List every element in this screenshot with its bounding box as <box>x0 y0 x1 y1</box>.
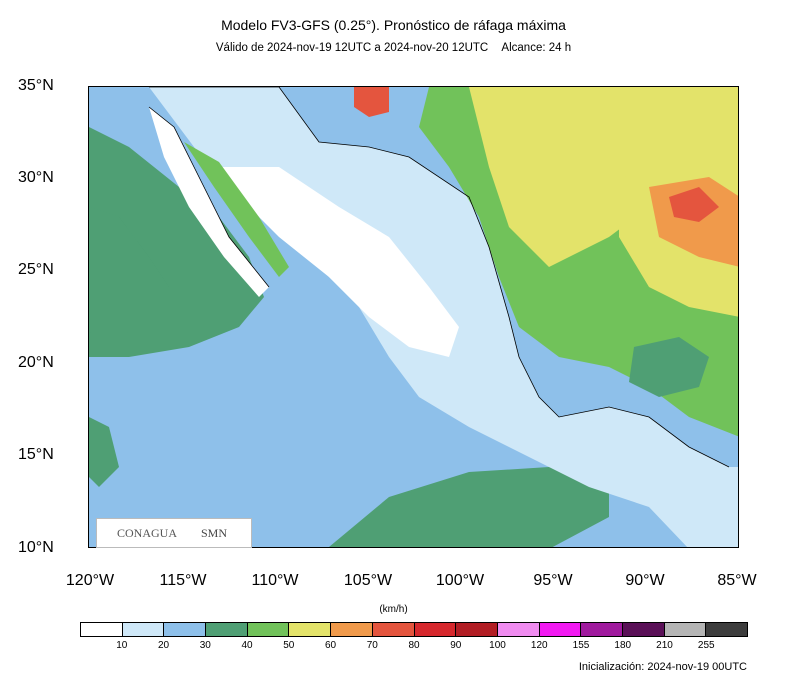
colorbar-label: 120 <box>530 640 548 651</box>
north-red-zone <box>354 87 389 117</box>
lat-tick: 35°N <box>18 77 54 94</box>
colorbar-swatch <box>706 623 747 636</box>
lat-tick: 25°N <box>18 261 54 278</box>
colorbar-swatch <box>497 623 540 636</box>
colorbar-label: 210 <box>656 640 673 651</box>
colorbar-swatch <box>122 623 165 636</box>
lat-tick: 30°N <box>18 169 54 186</box>
colorbar-swatch <box>331 623 373 636</box>
colorbar-label: 90 <box>450 640 462 651</box>
chart-title: Modelo FV3-GFS (0.25°). Pronóstico de rá… <box>221 17 566 33</box>
lon-tick: 95°W <box>533 572 573 589</box>
gust-map <box>89 87 738 547</box>
coastline <box>148 87 730 468</box>
colorbar-swatch <box>289 623 332 636</box>
map-panel <box>88 86 739 548</box>
chart-subtitle: Válido de 2024-nov-19 12UTC a 2024-nov-2… <box>0 42 787 54</box>
colorbar-label: 80 <box>408 640 420 651</box>
colorbar-label: 255 <box>697 640 715 651</box>
agency-logos: CONAGUA SMN <box>96 518 252 548</box>
lon-tick: 90°W <box>625 572 665 589</box>
colorbar <box>80 622 748 637</box>
colorbar-label: 60 <box>324 640 337 651</box>
gulf-red-zone <box>669 187 719 222</box>
lon-tick: 120°W <box>65 572 115 589</box>
lon-tick: 85°W <box>717 572 757 589</box>
lon-tick: 105°W <box>343 572 393 589</box>
lat-tick: 10°N <box>18 539 54 556</box>
colorbar-label: 30 <box>199 640 211 651</box>
south-pacific-zone <box>329 467 609 547</box>
forecast-range: Alcance: 24 h <box>501 42 572 54</box>
colorbar-label: 180 <box>614 640 632 651</box>
yucatan <box>629 337 709 397</box>
sw-zone <box>89 417 119 487</box>
colorbar-label: 10 <box>116 640 128 651</box>
texas-zone <box>469 87 738 267</box>
colorbar-swatch <box>622 623 665 636</box>
colorbar-label: 20 <box>157 640 170 651</box>
colorbar-label: 70 <box>366 640 378 651</box>
colorbar-label: 100 <box>489 640 506 651</box>
colorbar-label: 40 <box>241 640 253 651</box>
colorbar-swatch <box>664 623 707 636</box>
colorbar-swatch <box>206 623 248 636</box>
colorbar-swatch <box>414 623 457 636</box>
lat-tick: 15°N <box>18 446 54 463</box>
colorbar-swatch <box>581 623 623 636</box>
conagua-logo: CONAGUA <box>117 525 177 540</box>
lat-tick: 20°N <box>18 354 54 371</box>
mexico-highlands <box>209 167 459 357</box>
valid-period: Válido de 2024-nov-19 12UTC a 2024-nov-2… <box>215 42 489 54</box>
lon-tick: 100°W <box>435 572 485 589</box>
colorbar-swatch <box>247 623 290 636</box>
smn-logo: SMN <box>201 525 228 540</box>
initialization-label: Inicialización: 2024-nov-19 00UTC <box>578 661 747 673</box>
colorbar-swatch <box>164 623 207 636</box>
colorbar-units: (km/h) <box>379 604 408 615</box>
colorbar-label: 50 <box>283 640 295 651</box>
colorbar-label: 155 <box>572 640 590 651</box>
colorbar-swatch <box>539 623 582 636</box>
colorbar-swatch <box>81 623 123 636</box>
lon-tick: 115°W <box>159 572 207 589</box>
colorbar-swatch <box>456 623 498 636</box>
colorbar-swatch <box>372 623 415 636</box>
gulf-of-california <box>184 142 289 277</box>
lon-tick: 110°W <box>251 572 299 589</box>
pacific-mid-zone <box>89 207 169 337</box>
